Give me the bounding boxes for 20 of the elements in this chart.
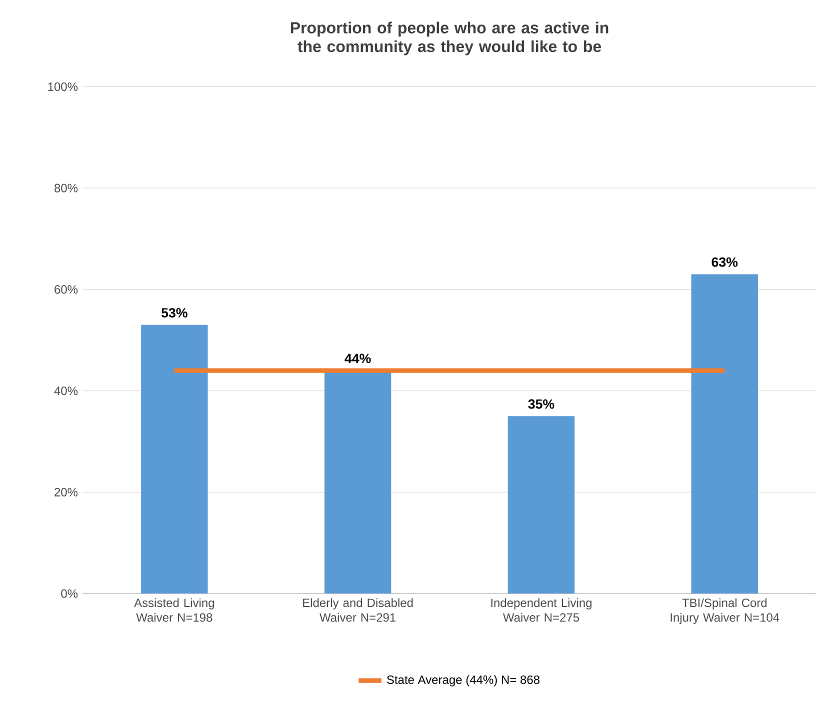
y-tick-label: 40% [54,386,78,396]
legend-label: State Average (44%) N= 868 [386,675,540,686]
x-tick-label: Independent Living Waiver N=275 [491,598,592,622]
bar [508,416,575,594]
data-label: 63% [712,257,738,267]
chart-title: Proportion of people who are as active in the community as they would like to be [290,22,608,56]
y-tick-label: 20% [54,488,78,496]
data-label: 35% [528,399,554,409]
data-label: 53% [161,308,188,318]
x-tick-label: TBI/Spinal Cord Injury Waiver N=104 [670,598,780,624]
x-tick-label: Assisted Living Waiver N=198 [134,598,214,622]
data-label: 44% [344,354,371,364]
y-tick-label: 0% [61,589,78,598]
bar [324,370,392,594]
bar [141,324,208,594]
bar [691,274,758,594]
y-tick-label: 100% [48,82,78,91]
y-tick-label: 80% [54,184,78,192]
x-tick-label: Elderly and Disabled Waiver N=291 [303,598,413,622]
y-tick-label: 60% [54,285,78,294]
